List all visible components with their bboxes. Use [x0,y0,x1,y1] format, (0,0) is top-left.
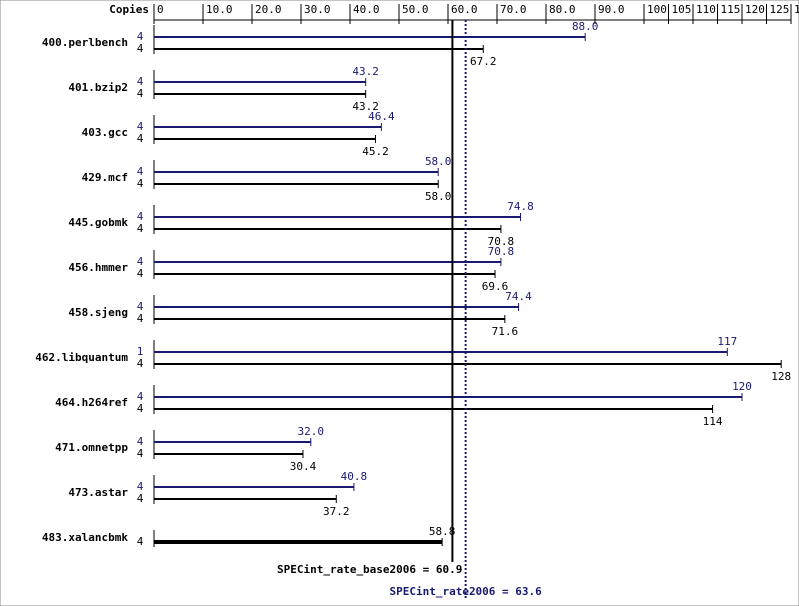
x-tick-label: 60.0 [451,3,478,16]
value-label: 71.6 [492,325,519,338]
benchmark-name: 401.bzip2 [68,81,128,94]
value-label: 40.8 [341,470,368,483]
copies: 4 [137,402,144,415]
benchmark-name: 403.gcc [82,126,128,139]
value-label: 70.8 [488,245,515,258]
x-tick-label: 50.0 [402,3,429,16]
benchmark-name: 400.perlbench [42,36,128,49]
copies: 4 [137,447,144,460]
x-tick-label: 30.0 [304,3,331,16]
copies: 4 [137,30,144,43]
reference-label: SPECint_rate_base2006 = 60.9 [277,563,462,576]
x-tick-label: 10.0 [206,3,233,16]
copies: 4 [137,435,144,448]
benchmark-name: 473.astar [68,486,128,499]
copies: 4 [137,87,144,100]
x-tick-label: 90.0 [598,3,625,16]
copies: 4 [137,177,144,190]
copies: 4 [137,357,144,370]
x-tick-label: 0 [157,3,164,16]
copies: 4 [137,210,144,223]
value-label: 120 [732,380,752,393]
value-label: 88.0 [572,20,599,33]
value-label: 114 [703,415,723,428]
x-tick-label: 80.0 [549,3,576,16]
x-tick-label: 130 [794,3,799,16]
benchmark-name: 471.omnetpp [55,441,128,454]
value-label: 117 [717,335,737,348]
benchmark-name: 483.xalancbmk [42,531,128,544]
value-label: 70.8 [488,235,515,248]
value-label: 43.2 [352,100,379,113]
x-tick-label: 110 [696,3,716,16]
value-label: 30.4 [290,460,317,473]
x-tick-label: 105 [672,3,692,16]
copies: 1 [137,345,144,358]
x-tick-label: 70.0 [500,3,527,16]
copies: 4 [137,255,144,268]
copies: 4 [137,480,144,493]
copies: 4 [137,222,144,235]
copies: 4 [137,312,144,325]
x-tick-label: 115 [721,3,741,16]
value-label: 43.2 [352,65,379,78]
copies: 4 [137,120,144,133]
value-label: 74.4 [505,290,532,303]
x-tick-label: 125 [770,3,790,16]
value-label: 58.0 [425,155,452,168]
value-label: 46.4 [368,110,395,123]
value-label: 32.0 [298,425,325,438]
benchmark-name: 445.gobmk [68,216,128,229]
value-label: 128 [771,370,791,383]
value-label: 58.0 [425,190,452,203]
reference-label: SPECint_rate2006 = 63.6 [389,585,542,598]
copies-header: Copies [109,3,149,16]
copies: 4 [137,267,144,280]
copies: 4 [137,42,144,55]
benchmark-name: 429.mcf [82,171,128,184]
copies: 4 [137,492,144,505]
copies: 4 [137,535,144,548]
benchmark-name: 462.libquantum [35,351,128,364]
value-label: 58.8 [429,525,456,538]
x-tick-label: 20.0 [255,3,282,16]
value-label: 69.6 [482,280,509,293]
copies: 4 [137,165,144,178]
x-tick-label: 120 [745,3,765,16]
benchmark-name: 464.h264ref [55,396,128,409]
benchmark-name: 456.hmmer [68,261,128,274]
x-tick-label: 40.0 [353,3,380,16]
copies: 4 [137,132,144,145]
value-label: 45.2 [362,145,389,158]
x-tick-label: 100 [647,3,667,16]
value-label: 74.8 [507,200,534,213]
value-label: 37.2 [323,505,350,518]
copies: 4 [137,390,144,403]
copies: 4 [137,75,144,88]
benchmark-name: 458.sjeng [68,306,128,319]
copies: 4 [137,300,144,313]
value-label: 67.2 [470,55,497,68]
